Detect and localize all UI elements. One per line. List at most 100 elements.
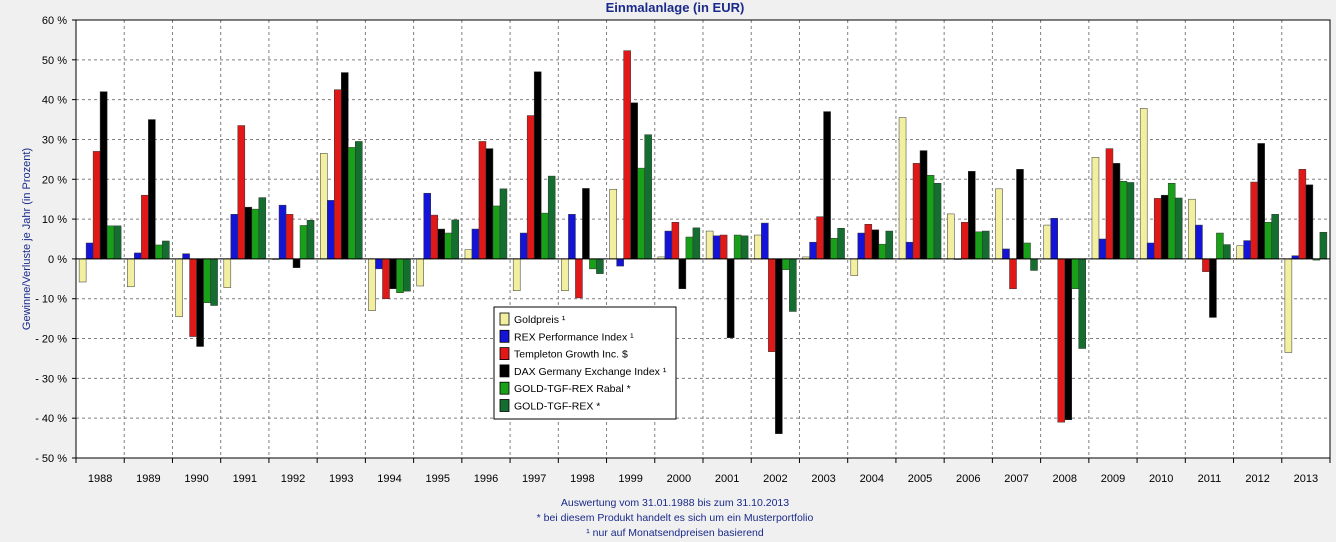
bar-0-1991: [223, 258, 232, 288]
y-axis-label: Gewinne/Verluste je Jahr (in Prozent): [21, 148, 33, 330]
bar-0-1994: [368, 258, 376, 311]
bar-3-2008: [1064, 258, 1072, 421]
bar-5-1989: [162, 240, 170, 260]
bar-0-2002: [754, 234, 762, 260]
bar-1-2003: [809, 241, 817, 260]
bar-1-2009: [1098, 238, 1107, 260]
x-tick-label: 1995: [425, 473, 449, 485]
bar-4-2006: [975, 231, 983, 260]
bar-3-1989: [148, 119, 156, 260]
bar-5-2003: [837, 227, 845, 260]
bar-5-2013: [1319, 231, 1328, 260]
bar-5-1994: [403, 258, 411, 292]
bar-3-2010: [1160, 194, 1169, 260]
bar-1-1995: [423, 192, 431, 260]
bar-3-2009: [1112, 163, 1121, 260]
x-tick-label: 1994: [377, 473, 401, 485]
bar-2-1999: [623, 50, 631, 260]
bar-5-1992: [306, 220, 315, 260]
bar-2-1989: [141, 194, 149, 260]
bar-4-2005: [926, 175, 935, 260]
bar-0-2005: [898, 117, 907, 260]
bar-2-1991: [237, 125, 246, 260]
bar-5-2002: [789, 258, 797, 312]
footer-portfolio-note: * bei diesem Produkt handelt es sich um …: [537, 512, 814, 524]
y-tick-label: - 40 %: [35, 413, 67, 425]
bar-2-2010: [1153, 198, 1162, 260]
y-tick-label: - 20 %: [35, 334, 67, 346]
bar-4-2007: [1023, 242, 1031, 260]
bar-0-2006: [947, 213, 955, 260]
bar-0-2009: [1091, 157, 1100, 260]
legend: Goldpreis ¹ REX Performance Index ¹ Temple…: [493, 306, 677, 420]
x-tick-label: 1997: [522, 473, 546, 485]
bar-4-2010: [1167, 183, 1176, 260]
bar-1-1990: [182, 253, 190, 260]
bar-2-2004: [864, 224, 873, 260]
bar-4-1988: [106, 225, 115, 260]
bar-1-1997: [519, 232, 528, 260]
x-tick-label: 1988: [88, 473, 112, 485]
bar-5-1993: [355, 141, 363, 260]
bar-5-2008: [1078, 258, 1086, 349]
x-tick-label: 2012: [1245, 473, 1269, 485]
bar-3-1998: [582, 188, 590, 260]
bar-5-2000: [692, 227, 701, 260]
legend-entry: Templeton Growth Inc. $: [514, 349, 628, 361]
grid: [76, 20, 1330, 458]
bar-2-2003: [816, 216, 824, 260]
bar-4-1991: [251, 208, 260, 260]
legend-swatch: [499, 312, 510, 326]
bar-0-1989: [127, 258, 135, 288]
bar-2-2005: [912, 163, 921, 260]
x-tick-label: 2008: [1052, 473, 1076, 485]
bar-5-2009: [1126, 182, 1135, 260]
bar-3-2005: [919, 150, 928, 260]
bar-3-2000: [678, 258, 687, 290]
bar-2-1994: [382, 258, 390, 299]
bar-0-1988: [78, 258, 87, 283]
x-tick-label: 1989: [136, 473, 160, 485]
bar-5-1988: [113, 225, 122, 260]
bar-5-1991: [258, 197, 267, 260]
bar-5-2006: [982, 230, 990, 260]
bar-0-2007: [995, 188, 1003, 260]
x-tick-label: 2003: [811, 473, 835, 485]
bar-4-2003: [830, 237, 838, 260]
y-tick-label: 10 %: [42, 214, 67, 226]
legend-entry: DAX Germany Exchange Index ¹: [514, 366, 667, 378]
x-tick-label: 2004: [860, 473, 884, 485]
bar-0-1993: [320, 153, 328, 260]
plot-frame: [75, 19, 1331, 459]
bar-5-2005: [933, 183, 942, 260]
bar-4-2002: [782, 258, 790, 270]
y-tick-label: - 10 %: [35, 294, 67, 306]
bar-3-1992: [292, 258, 301, 268]
bar-3-2003: [823, 111, 831, 260]
bar-3-2001: [726, 258, 735, 338]
bar-3-2007: [1016, 169, 1024, 260]
bar-1-2010: [1146, 242, 1155, 260]
bar-1-2005: [905, 241, 914, 260]
bar-2-1993: [334, 89, 342, 260]
bar-1-2008: [1050, 218, 1058, 260]
legend-entry: GOLD-TGF-REX Rabal *: [514, 383, 631, 395]
bar-1-2000: [664, 230, 673, 260]
bar-5-1999: [644, 134, 652, 260]
bar-3-2004: [871, 229, 880, 260]
bar-3-2011: [1209, 258, 1217, 318]
bar-4-1996: [492, 205, 501, 260]
bar-5-1998: [596, 258, 604, 274]
bar-1-1994: [375, 258, 383, 270]
x-tick-label: 2005: [908, 473, 932, 485]
bar-3-1994: [389, 258, 397, 290]
x-tick-label: 1998: [570, 473, 594, 485]
x-tick-label: 2000: [667, 473, 691, 485]
y-axis: 60 % 50 % 40 % 30 % 20 % 10 % 0 % - 10 % - 20 % -…: [35, 15, 76, 465]
bar-3-1996: [485, 148, 494, 260]
bar-0-2008: [1043, 224, 1051, 260]
x-tick-label: 2006: [956, 473, 980, 485]
bar-3-1990: [196, 258, 204, 347]
bar-3-2012: [1257, 143, 1265, 260]
